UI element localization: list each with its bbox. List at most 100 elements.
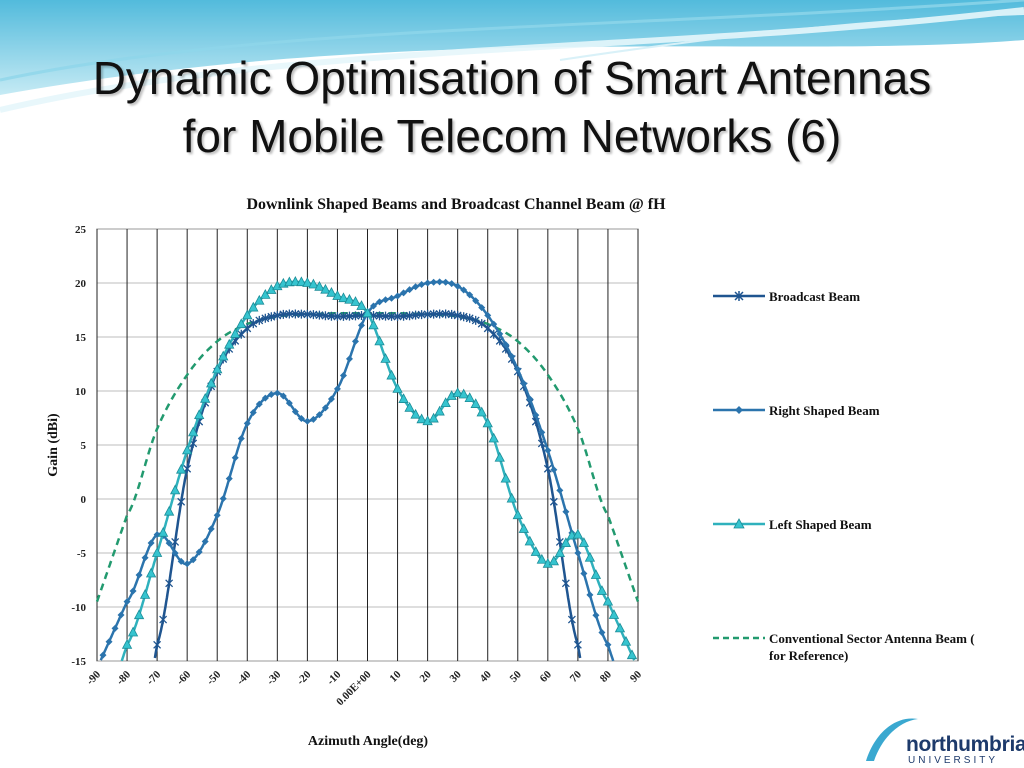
- data-point-broadcast: [561, 578, 570, 588]
- y-tick-label: -15: [71, 656, 86, 668]
- data-point-right: [598, 628, 606, 636]
- data-point-left: [151, 547, 163, 557]
- data-point-left: [530, 546, 541, 556]
- data-point-broadcast: [261, 313, 270, 323]
- data-point-right: [201, 537, 209, 545]
- data-point-left: [488, 432, 499, 443]
- data-point-right: [243, 419, 251, 427]
- data-point-right: [261, 394, 269, 402]
- y-tick-label: 10: [75, 386, 87, 398]
- data-point-broadcast: [423, 309, 432, 319]
- data-point-left: [194, 409, 205, 420]
- data-point-right: [315, 411, 323, 419]
- data-point-right: [526, 395, 534, 403]
- data-point-left: [332, 290, 343, 300]
- data-point-right: [165, 539, 173, 547]
- data-point-left: [524, 535, 535, 546]
- data-point-right: [466, 291, 474, 299]
- logo-swoosh-icon: [866, 718, 918, 761]
- data-point-left: [314, 280, 325, 291]
- data-point-right: [388, 294, 396, 302]
- data-point-left: [157, 526, 169, 537]
- data-point-broadcast: [255, 315, 264, 325]
- data-point-right: [111, 624, 119, 632]
- data-point-right: [351, 337, 359, 345]
- data-point-left: [212, 363, 223, 374]
- data-point-left: [133, 609, 145, 620]
- x-axis-label: Azimuth Angle(deg): [308, 734, 429, 749]
- data-point-left: [254, 294, 265, 305]
- y-tick-label: -5: [77, 548, 87, 560]
- data-point-right: [520, 380, 528, 388]
- chart-legend: Broadcast Beam Right Shaped Beam Left Sh…: [707, 248, 983, 704]
- y-tick-label: 0: [81, 494, 87, 506]
- data-point-broadcast: [159, 615, 168, 625]
- data-point-left: [584, 551, 596, 562]
- data-point-left: [440, 397, 451, 407]
- data-point-left: [416, 413, 427, 424]
- data-point-left: [494, 451, 505, 462]
- data-point-left: [392, 382, 403, 393]
- data-point-right: [424, 279, 432, 287]
- data-point-broadcast: [171, 537, 180, 547]
- y-axis-label: Gain (dBi): [46, 413, 61, 477]
- data-point-right: [472, 297, 480, 305]
- data-point-right: [370, 302, 378, 310]
- data-point-right: [141, 554, 149, 562]
- data-point-broadcast: [303, 309, 312, 319]
- data-point-right: [183, 560, 191, 568]
- data-point-right: [297, 415, 305, 423]
- data-point-right: [532, 411, 540, 419]
- data-point-right: [436, 278, 444, 286]
- data-point-broadcast: [489, 329, 498, 339]
- data-point-right: [580, 570, 588, 578]
- data-point-broadcast: [153, 640, 162, 650]
- data-point-right: [478, 304, 486, 312]
- data-point-right: [177, 557, 185, 565]
- data-point-right: [231, 454, 239, 462]
- data-point-left: [188, 426, 199, 437]
- data-point-right: [592, 611, 600, 619]
- data-point-right: [279, 392, 287, 400]
- data-point-broadcast: [477, 319, 486, 329]
- data-point-right: [406, 286, 414, 294]
- data-point-broadcast: [267, 312, 276, 322]
- data-point-left: [536, 553, 547, 564]
- data-point-left: [296, 276, 307, 287]
- data-point-left: [163, 505, 175, 516]
- chart-title: Downlink Shaped Beams and Broadcast Chan…: [246, 196, 666, 213]
- data-point-left: [512, 509, 523, 520]
- data-point-broadcast: [567, 615, 576, 625]
- data-point-broadcast: [465, 313, 474, 323]
- data-point-right: [574, 549, 582, 557]
- data-point-left: [302, 277, 313, 287]
- data-point-right: [129, 587, 137, 595]
- data-point-left: [608, 609, 620, 619]
- data-point-broadcast: [441, 309, 450, 319]
- y-tick-label: 15: [75, 332, 87, 344]
- data-point-broadcast: [387, 311, 396, 321]
- data-point-right: [345, 355, 353, 363]
- data-point-left: [242, 309, 253, 320]
- data-point-right: [123, 598, 131, 606]
- data-point-right: [484, 311, 492, 319]
- data-point-left: [200, 392, 211, 403]
- data-point-right: [195, 548, 203, 556]
- data-point-left: [175, 463, 187, 474]
- data-point-broadcast: [327, 311, 336, 321]
- data-point-left: [338, 292, 349, 303]
- logo-name: northumbria: [906, 733, 1024, 756]
- chart-series: [95, 276, 640, 662]
- data-point-left: [428, 412, 439, 423]
- data-point-right: [135, 571, 143, 579]
- data-point-left: [139, 589, 151, 599]
- data-point-left: [344, 293, 355, 304]
- data-point-left: [218, 350, 229, 361]
- data-point-right: [147, 539, 155, 547]
- data-point-left: [145, 567, 157, 578]
- data-point-right: [418, 280, 426, 288]
- data-point-left: [374, 335, 385, 346]
- data-point-left: [230, 328, 241, 338]
- data-point-right: [285, 399, 293, 407]
- slide-title-line1: Dynamic Optimisation of Smart Antennas: [92, 52, 932, 104]
